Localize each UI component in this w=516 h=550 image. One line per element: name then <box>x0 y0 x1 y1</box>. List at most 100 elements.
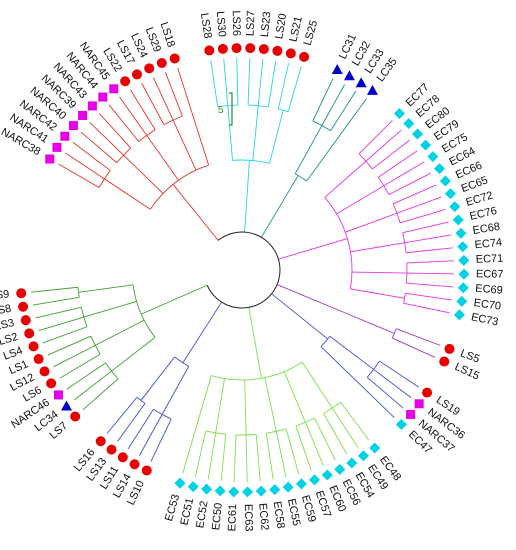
ec-marker <box>393 108 405 120</box>
narc-marker <box>53 390 63 400</box>
tree-branch <box>367 377 404 409</box>
ls-marker <box>131 69 142 80</box>
ls-marker <box>141 465 152 476</box>
leaf-label: LS8 <box>0 303 12 318</box>
ls-marker <box>120 76 131 87</box>
tree-branch <box>80 307 88 327</box>
tree-branch <box>329 335 374 370</box>
tree-branch <box>38 316 84 331</box>
tree-branch <box>351 271 407 274</box>
ls-marker <box>217 43 228 54</box>
ec-marker <box>427 151 439 163</box>
ec-marker <box>458 268 470 280</box>
tree-branch <box>83 300 137 318</box>
tree-branch <box>405 292 452 301</box>
tree-branch <box>172 119 197 171</box>
leaf-label: EC63 <box>242 504 255 532</box>
tree-branch <box>117 403 146 442</box>
tree-branch <box>396 196 442 214</box>
ec-marker <box>457 282 469 294</box>
tree-branch <box>392 203 401 224</box>
tree-branch <box>232 159 270 164</box>
tree-branch <box>295 173 307 182</box>
tree-branch <box>227 105 233 161</box>
narc-marker <box>98 92 108 102</box>
tree-branch <box>141 83 165 125</box>
tree-branch <box>312 120 331 132</box>
tree-branch <box>402 232 407 253</box>
ec-marker <box>321 469 333 481</box>
leaf-label: EC68 <box>472 221 501 237</box>
ec-marker <box>187 481 199 493</box>
leaf-labels: NARC38NARC41NARC42NARC40NARC39NARC43NARC… <box>0 10 504 531</box>
tree-branch <box>277 63 290 110</box>
scale-bar-label: 5 <box>218 105 224 116</box>
tree-branch <box>82 378 119 411</box>
leaf-label: EC55 <box>285 498 302 527</box>
tree-branch <box>98 113 132 149</box>
leaf-label: EC61 <box>226 504 239 532</box>
tree-branch <box>111 337 156 372</box>
ec-marker <box>269 484 281 496</box>
tree-branch <box>283 371 306 423</box>
tree-branch <box>406 262 408 284</box>
tree-branch <box>400 209 446 224</box>
tree-branch <box>58 163 100 188</box>
tree-branch <box>72 141 111 171</box>
tree-branch <box>108 104 139 142</box>
tree-branch <box>150 418 172 462</box>
ec-marker <box>458 254 470 266</box>
ec-marker <box>228 486 240 498</box>
leaf-label: LS26 <box>230 10 243 36</box>
tree-branch <box>378 150 418 178</box>
ls-marker <box>231 43 242 54</box>
ec-marker <box>201 483 213 495</box>
tree-branch <box>119 96 148 136</box>
leaf-label: LS21 <box>288 15 305 43</box>
ec-marker <box>444 188 456 200</box>
leaf-label: LS20 <box>273 13 289 40</box>
tree-branch <box>65 152 105 180</box>
tree-branch <box>379 360 419 388</box>
narc-marker <box>406 409 416 419</box>
ls-marker <box>70 411 81 422</box>
leaf-label: LS9 <box>0 288 10 302</box>
ls-marker <box>169 53 180 64</box>
tree-branch <box>35 306 82 319</box>
tree-branch <box>98 170 111 188</box>
ec-marker <box>255 485 267 497</box>
leaf-label: EC51 <box>179 497 197 526</box>
leaf-label: EC52 <box>194 500 210 529</box>
ec-marker <box>174 477 186 489</box>
ec-marker <box>439 175 451 187</box>
tree-branch <box>340 402 370 441</box>
tree-branch <box>271 293 328 340</box>
tree-branch <box>172 184 219 241</box>
leaf-label: EC70 <box>473 297 502 313</box>
ls-marker <box>20 315 31 326</box>
ec-marker <box>433 163 445 175</box>
tree-branch <box>164 72 183 117</box>
tree-branch <box>161 366 190 415</box>
ls-marker <box>16 288 27 299</box>
tree-branch <box>350 242 405 253</box>
tree-branch <box>373 369 412 399</box>
tree-branch <box>314 417 336 461</box>
tree-branch <box>247 58 251 106</box>
tree-branch <box>132 284 156 338</box>
tree-branch <box>31 286 78 293</box>
tree-branch <box>182 301 222 364</box>
lc-marker <box>366 84 378 95</box>
tree-branch <box>149 164 209 210</box>
tree-branch <box>275 431 287 478</box>
tree-branch <box>365 129 402 162</box>
tree-branch <box>182 428 197 474</box>
ls-marker <box>46 378 57 389</box>
leaf-label: EC50 <box>210 502 225 531</box>
tree-branch <box>244 379 247 435</box>
tree-branch <box>89 122 124 156</box>
tree-branch <box>406 272 454 275</box>
tree-branch <box>255 434 261 482</box>
leaf-label: LS25 <box>302 19 321 47</box>
